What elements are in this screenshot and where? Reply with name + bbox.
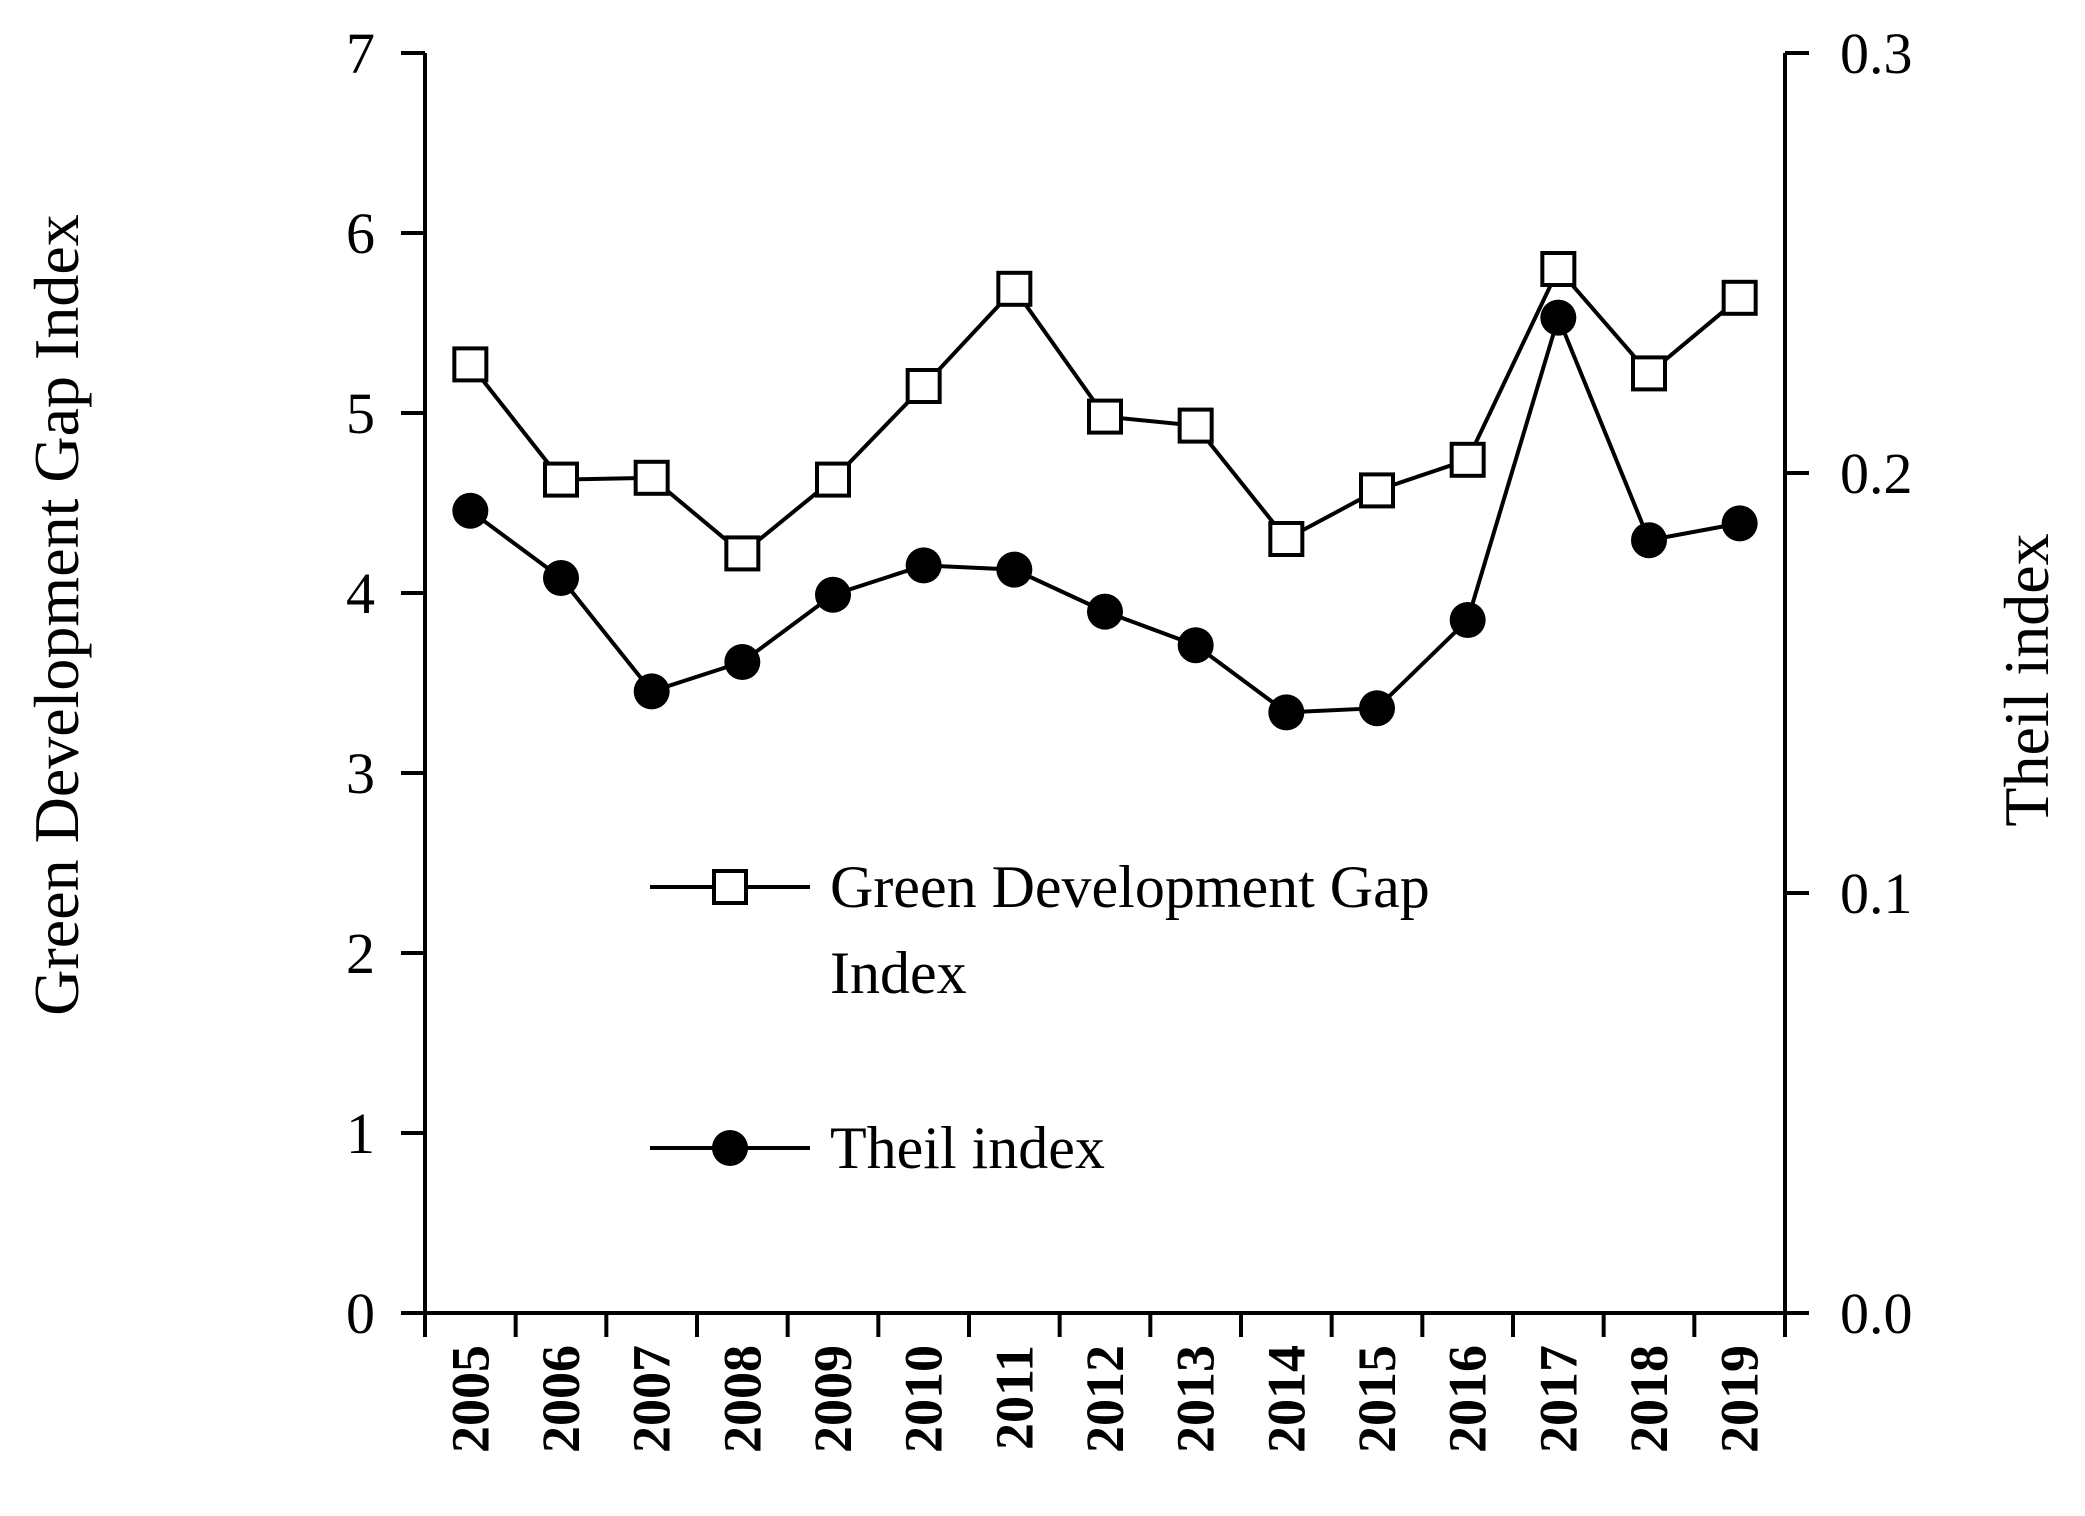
left-tick-label: 7 [346,21,375,86]
gdgi-point [1177,407,1214,444]
theil-point [452,492,489,529]
series-group [452,251,1758,731]
gdgi-point [452,346,489,383]
theil-point [996,551,1033,588]
gdgi-point [905,368,942,404]
series-line-theil [469,311,1741,715]
gdgi-point [1540,251,1577,287]
gdgi-point [1268,521,1305,557]
x-tick-label: 2008 [712,1345,772,1453]
x-tick-label: 2012 [1075,1345,1135,1453]
x-tick-label: 2014 [1256,1345,1316,1453]
right-tick-label: 0.1 [1840,861,1913,926]
x-tick-label: 2018 [1619,1345,1679,1453]
theil-point [724,644,761,680]
gdgi-point [1359,472,1395,509]
gdgi-point [1449,441,1486,478]
x-tick-label: 2015 [1347,1345,1407,1453]
legend-marker-theil [712,1130,748,1166]
x-tick-label: 2011 [984,1345,1044,1450]
theil-point [905,547,942,584]
axes [423,53,1787,1315]
x-tick-label: 2017 [1528,1345,1588,1453]
theil-point [1268,694,1305,731]
legend-label-gdgi-line1: Green Development Gap [830,854,1430,920]
gdgi-point [1087,398,1123,435]
left-tick-label: 4 [346,561,375,626]
theil-point [1359,690,1395,727]
theil-point [815,576,851,613]
x-tick-label: 2010 [894,1345,954,1453]
x-tick-label: 2007 [622,1345,682,1453]
y-axis-title: Green Development Gap Index [21,214,92,1015]
left-axis-ticks: 0 1 2 3 4 5 6 7 [346,21,425,1346]
legend: Green Development Gap Index Theil index [650,854,1430,1181]
gdgi-point [1631,355,1667,392]
x-tick-label: 2005 [440,1345,500,1453]
left-tick-label: 1 [346,1101,375,1166]
x-axis-ticks: 2005 2006 2007 2008 2009 2010 2011 2012 2013 2014… [423,1313,1787,1453]
theil-point [1631,522,1667,559]
theil-point [543,560,579,596]
legend-marker-gdgi [712,869,748,905]
x-tick-label: 2016 [1438,1345,1498,1453]
gdgi-point [633,459,670,496]
left-tick-label: 2 [346,921,375,986]
left-tick-label: 5 [346,381,375,446]
x-tick-label: 2013 [1166,1345,1226,1453]
gdgi-point [543,461,579,498]
gdgi-point [996,270,1033,307]
theil-point [1177,627,1214,664]
left-tick-label: 6 [346,201,375,266]
left-tick-label: 0 [346,1281,375,1346]
gdgi-point [815,461,851,498]
theil-point [1087,593,1123,630]
x-tick-label: 2019 [1710,1345,1770,1453]
theil-point [1721,505,1758,542]
gdgi-point [724,535,761,572]
theil-point [633,673,670,710]
legend-label-theil: Theil index [830,1115,1105,1181]
right-axis-ticks: 0.0 0.1 0.2 0.3 [1785,21,1913,1346]
right-tick-label: 0.2 [1840,441,1913,506]
right-tick-label: 0.0 [1840,1281,1913,1346]
right-tick-label: 0.3 [1840,21,1913,86]
theil-point [1449,602,1486,638]
gdgi-point [1721,279,1758,316]
y2-axis-title: Theil index [1991,533,2062,826]
legend-label-gdgi-line2: Index [830,940,967,1006]
x-tick-label: 2006 [531,1345,591,1453]
left-tick-label: 3 [346,741,375,806]
x-tick-label: 2009 [803,1345,863,1453]
theil-point [1540,299,1577,336]
